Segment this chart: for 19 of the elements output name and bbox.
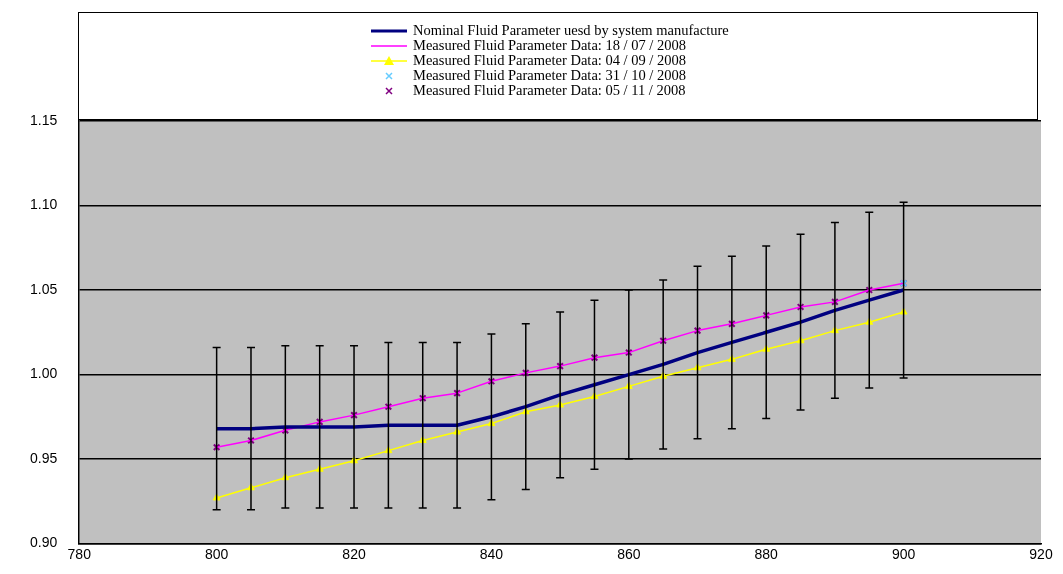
y-tick-label: 1.10 [30,196,58,213]
y-tick-label: 0.95 [30,449,58,466]
legend-label: Measured Fluid Parameter Data: 18 / 07 / 2008 [413,37,687,53]
y-tick-label: 1.00 [30,365,58,382]
x-tick-label: 840 [479,545,504,562]
x-tick-label: 920 [1029,545,1053,562]
x-tick-label: 880 [754,545,779,562]
x-tick-label: 800 [204,545,229,562]
y-tick-label: 1.15 [30,111,58,128]
x-tick-label: 820 [342,545,366,562]
y-tick-label: 0.90 [30,534,58,551]
x-tick-label: 900 [891,545,916,562]
legend-label: Nominal Fluid Parameter uesd by system manufacture [413,22,729,38]
legend-label: Measured Fluid Parameter Data: 04 / 09 / 2008 [413,52,687,68]
x-tick-label: 780 [67,545,92,562]
y-tick-label: 1.05 [30,280,58,297]
x-tick-label: 860 [617,545,641,562]
legend-label: Measured Fluid Parameter Data: 05 / 11 / 2008 [413,82,686,98]
legend-label: Measured Fluid Parameter Data: 31 / 10 / 2008 [413,67,687,83]
